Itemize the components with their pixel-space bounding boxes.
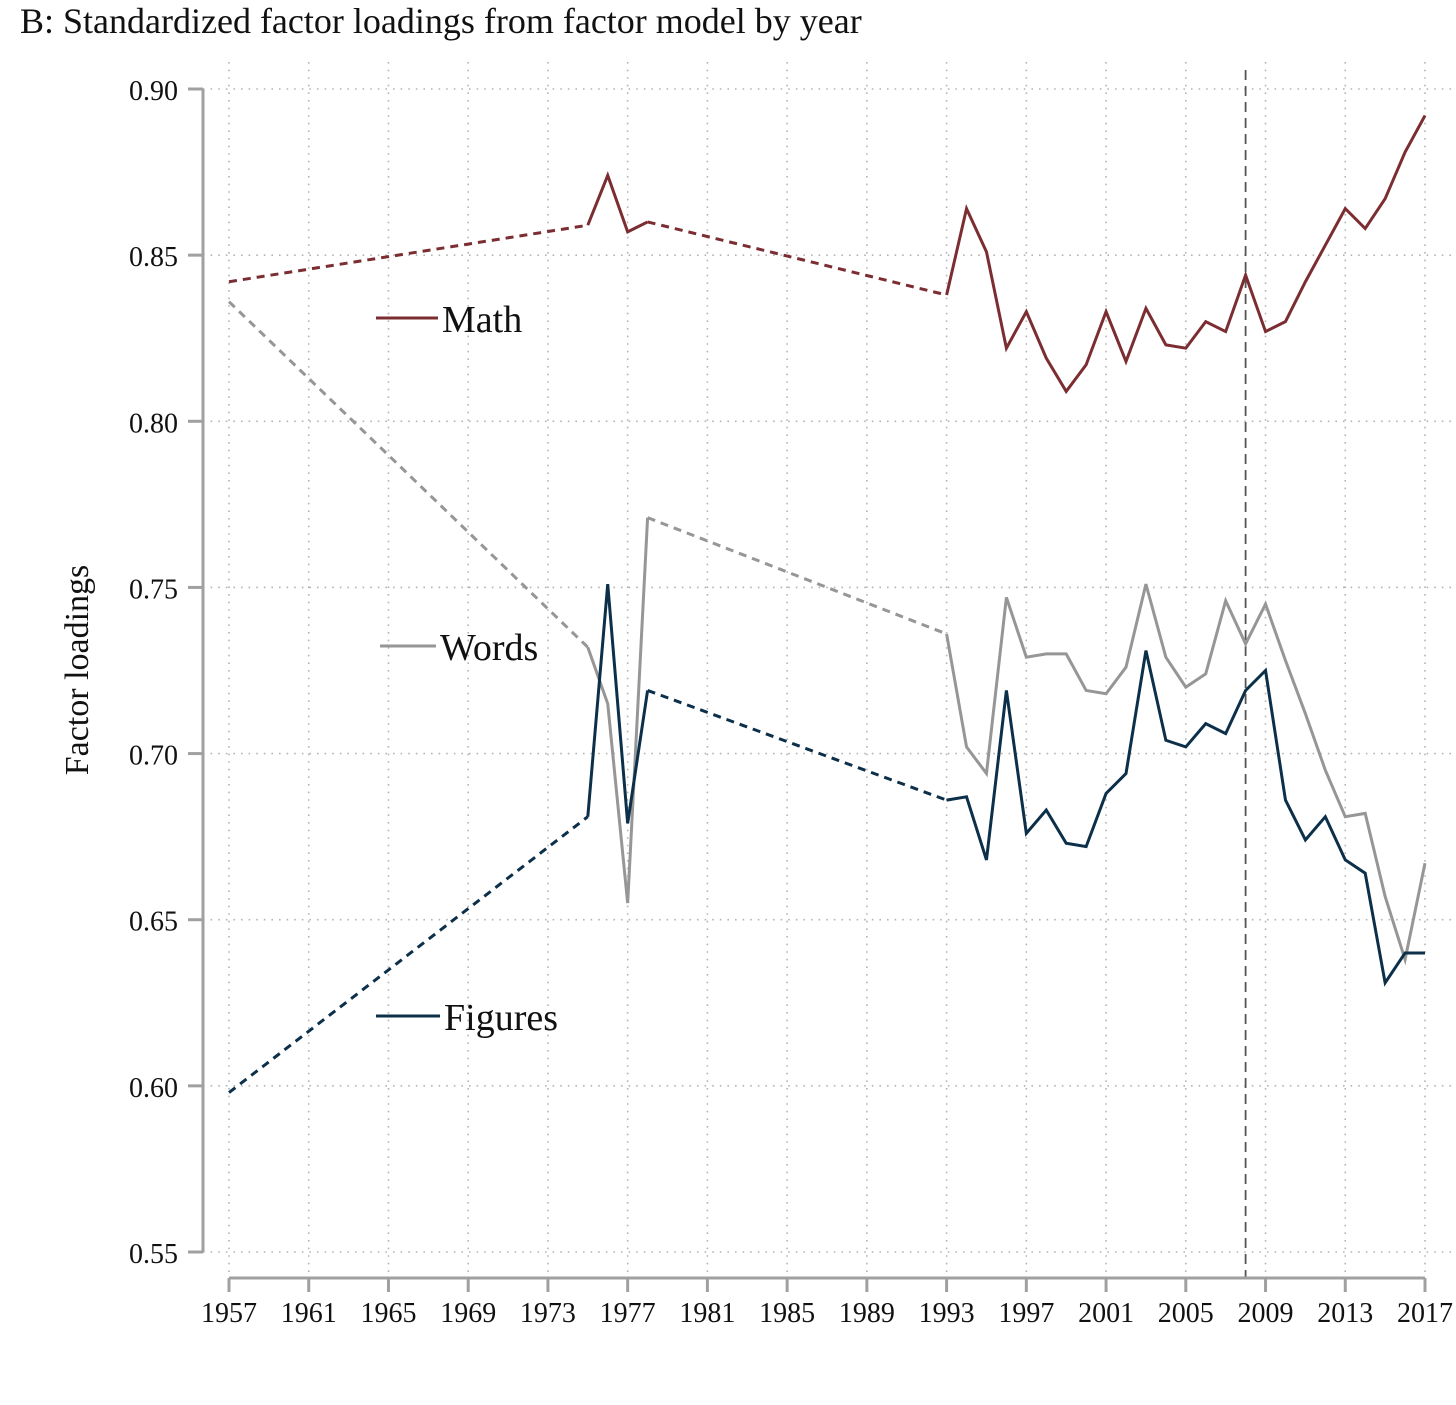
series-words xyxy=(227,300,1427,966)
y-tick-label: 0.85 xyxy=(129,242,178,273)
x-tick-label: 2017 xyxy=(1397,1298,1453,1329)
x-tick-label: 1977 xyxy=(600,1298,656,1329)
x-tick-label: 1973 xyxy=(520,1298,576,1329)
series-math-gap-segment xyxy=(647,220,947,297)
x-tick-label: 2009 xyxy=(1238,1298,1294,1329)
series-math xyxy=(228,114,1427,395)
series-words-line xyxy=(586,517,650,904)
x-tick-label: 1997 xyxy=(998,1298,1054,1329)
x-tick-label: 1989 xyxy=(839,1298,895,1329)
y-axis-label: Factor loadings xyxy=(59,565,96,776)
series-math-line xyxy=(945,114,1427,395)
y-tick-label: 0.90 xyxy=(129,76,178,107)
y-tick-label: 0.80 xyxy=(129,408,178,439)
legend: Math Words Figures xyxy=(376,299,558,1039)
legend-label: Words xyxy=(440,627,538,669)
series-figures-line xyxy=(946,650,1425,987)
series-math-line xyxy=(586,171,649,234)
legend-label: Math xyxy=(442,299,522,341)
y-tick-label: 0.70 xyxy=(129,741,178,772)
x-tick-label: 1961 xyxy=(281,1298,337,1329)
series-figures-gap-segment xyxy=(228,815,589,1094)
legend-item-math: Math xyxy=(376,299,522,341)
x-tick-label: 2005 xyxy=(1158,1298,1214,1329)
x-tick-label: 2013 xyxy=(1317,1298,1373,1329)
x-tick-label: 1969 xyxy=(440,1298,496,1329)
y-tick-label: 0.75 xyxy=(129,574,178,605)
x-tick-label: 1981 xyxy=(679,1298,735,1329)
series-words-line xyxy=(945,583,1427,966)
legend-item-figures: Figures xyxy=(376,997,558,1039)
x-tick-label: 1957 xyxy=(201,1298,257,1329)
data-series xyxy=(227,114,1427,1094)
legend-label: Figures xyxy=(444,997,558,1039)
x-tick-label: 1993 xyxy=(919,1298,975,1329)
series-math-gap-segment xyxy=(228,223,589,284)
x-tick-label: 2001 xyxy=(1078,1298,1134,1329)
series-figures-gap-segment xyxy=(647,689,948,802)
series-figures xyxy=(228,583,1425,1094)
series-words-gap-segment xyxy=(227,300,589,649)
y-tick-label: 0.60 xyxy=(129,1073,178,1104)
y-tick-label: 0.55 xyxy=(129,1239,178,1270)
series-words-gap-segment xyxy=(647,516,948,636)
grid-lines xyxy=(203,62,1456,1275)
x-tick-label: 1965 xyxy=(360,1298,416,1329)
chart-title: B: Standardized factor loadings from fac… xyxy=(20,1,862,41)
y-tick-label: 0.65 xyxy=(129,907,178,938)
x-tick-label: 1985 xyxy=(759,1298,815,1329)
series-figures-line xyxy=(586,583,650,824)
axes: 0.90 0.85 0.80 0.75 0.70 0.65 0.60 0.55 1957 1961… xyxy=(129,76,1453,1329)
legend-item-words: Words xyxy=(380,627,538,669)
